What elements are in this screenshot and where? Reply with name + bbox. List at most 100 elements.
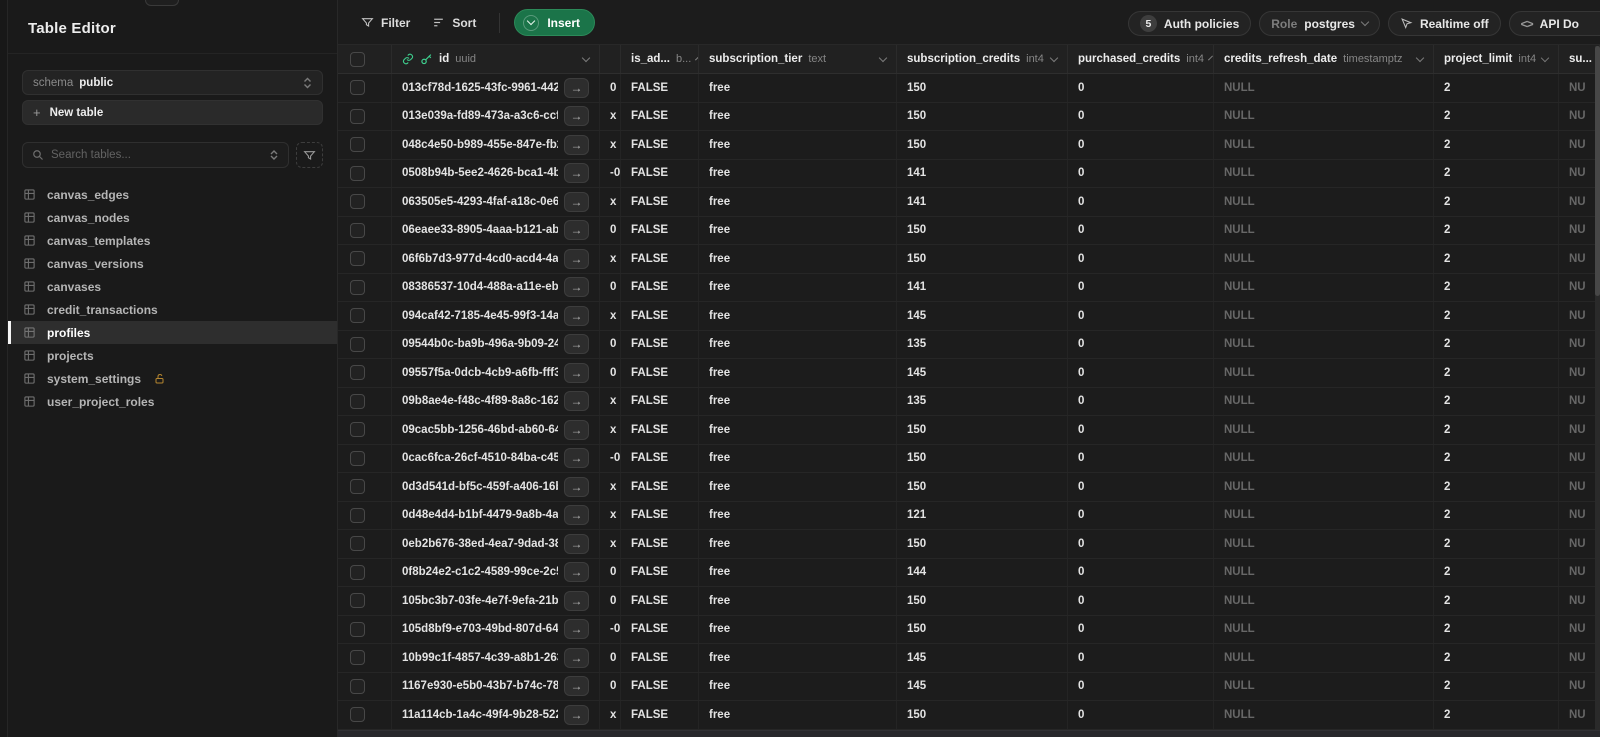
row-checkbox[interactable]: [350, 678, 365, 694]
column-name: project_limit: [1444, 53, 1513, 65]
row-checkbox[interactable]: [350, 165, 365, 181]
insert-button[interactable]: Insert: [514, 9, 596, 36]
expand-row-button[interactable]: →: [564, 305, 589, 326]
column-type: int4: [1026, 53, 1044, 65]
row-checkbox[interactable]: [350, 621, 365, 637]
expand-row-button[interactable]: →: [564, 163, 589, 184]
row-checkbox[interactable]: [350, 194, 365, 210]
row-checkbox[interactable]: [350, 80, 365, 96]
expand-row-button[interactable]: →: [564, 533, 589, 554]
vertical-scrollbar[interactable]: [1595, 46, 1600, 730]
cell-value: 0: [1078, 338, 1085, 351]
expand-row-button[interactable]: →: [564, 476, 589, 497]
new-table-button[interactable]: + New table: [22, 100, 323, 125]
uuid-value: 105bc3b7-03fe-4e7f-9efa-21bb40...: [402, 594, 558, 607]
row-checkbox[interactable]: [350, 450, 365, 466]
row-checkbox[interactable]: [350, 279, 365, 295]
row-checkbox[interactable]: [350, 507, 365, 523]
policy-count-badge: 5: [1139, 15, 1157, 32]
role-select[interactable]: Role postgres: [1259, 11, 1380, 36]
expand-row-button[interactable]: →: [564, 106, 589, 127]
sidebar: Table Editor schema public + New table: [8, 0, 338, 737]
row-checkbox[interactable]: [350, 479, 365, 495]
expand-row-button[interactable]: →: [564, 619, 589, 640]
row-checkbox[interactable]: [350, 336, 365, 352]
cell-value: 150: [907, 708, 927, 721]
row-checkbox[interactable]: [350, 707, 365, 723]
expand-row-button[interactable]: →: [564, 220, 589, 241]
expand-row-button[interactable]: →: [564, 134, 589, 155]
row-checkbox[interactable]: [350, 137, 365, 153]
expand-row-button[interactable]: →: [564, 362, 589, 383]
row-checkbox[interactable]: [350, 365, 365, 381]
row-checkbox[interactable]: [350, 108, 365, 124]
realtime-toggle-button[interactable]: Realtime off: [1387, 11, 1501, 36]
cell-purchased: 0: [1068, 473, 1214, 501]
cell-refresh: NULL: [1214, 216, 1434, 244]
table-row: 105d8bf9-e703-49bd-807d-645e... → -0 FALSE f…: [338, 615, 1600, 644]
expand-row-button[interactable]: →: [564, 419, 589, 440]
page-title: Table Editor: [28, 20, 116, 37]
cell-limit: 2: [1434, 701, 1559, 729]
sidebar-item-canvases[interactable]: canvases: [8, 275, 337, 298]
row-checkbox[interactable]: [350, 251, 365, 267]
expand-row-button[interactable]: →: [564, 248, 589, 269]
scrollbar-thumb[interactable]: [1595, 46, 1600, 296]
row-checkbox[interactable]: [350, 308, 365, 324]
row-checkbox[interactable]: [350, 422, 365, 438]
sidebar-item-profiles[interactable]: profiles: [8, 321, 337, 344]
expand-row-button[interactable]: →: [564, 505, 589, 526]
sidebar-item-projects[interactable]: projects: [8, 344, 337, 367]
row-checkbox[interactable]: [350, 593, 365, 609]
table-name: canvas_edges: [47, 187, 130, 202]
sidebar-item-system_settings[interactable]: system_settings: [8, 367, 337, 390]
expand-row-button[interactable]: →: [564, 562, 589, 583]
schema-select[interactable]: schema public: [22, 70, 323, 95]
expand-row-button[interactable]: →: [564, 334, 589, 355]
cell-value: NU: [1569, 338, 1586, 351]
expand-row-button[interactable]: →: [564, 191, 589, 212]
expand-row-button[interactable]: →: [564, 590, 589, 611]
sidebar-item-canvas_edges[interactable]: canvas_edges: [8, 183, 337, 206]
row-checkbox[interactable]: [350, 222, 365, 238]
expand-row-button[interactable]: →: [564, 277, 589, 298]
sidebar-item-canvas_templates[interactable]: canvas_templates: [8, 229, 337, 252]
select-all-checkbox[interactable]: [350, 51, 365, 67]
row-select-cell: [338, 102, 392, 130]
sidebar-item-user_project_roles[interactable]: user_project_roles: [8, 390, 337, 413]
search-tables-input[interactable]: [51, 149, 262, 161]
row-checkbox[interactable]: [350, 393, 365, 409]
expand-row-button[interactable]: →: [564, 448, 589, 469]
sort-button[interactable]: Sort: [423, 12, 485, 34]
expand-row-button[interactable]: →: [564, 676, 589, 697]
cell-tier: free: [699, 245, 897, 273]
expand-row-button[interactable]: →: [564, 391, 589, 412]
expand-row-button[interactable]: →: [564, 647, 589, 668]
filter-button[interactable]: Filter: [352, 12, 419, 34]
row-select-cell: [338, 444, 392, 472]
cell-value: NU: [1569, 452, 1586, 465]
cell-is_admin: FALSE: [621, 416, 699, 444]
uuid-value: 1167e930-e5b0-43b7-b74c-788c9...: [402, 680, 558, 693]
row-checkbox[interactable]: [350, 650, 365, 666]
search-tables-box[interactable]: [22, 142, 289, 168]
schema-value: public: [79, 76, 114, 89]
cell-value: NULL: [1224, 309, 1255, 322]
left-rail: [0, 0, 8, 737]
sidebar-item-canvas_versions[interactable]: canvas_versions: [8, 252, 337, 275]
cell-refresh: NULL: [1214, 245, 1434, 273]
expand-row-button[interactable]: →: [564, 704, 589, 725]
auth-policies-button[interactable]: 5 Auth policies: [1127, 11, 1252, 36]
cell-tier: free: [699, 330, 897, 358]
sidebar-item-credit_transactions[interactable]: credit_transactions: [8, 298, 337, 321]
sidebar-item-canvas_nodes[interactable]: canvas_nodes: [8, 206, 337, 229]
api-docs-button[interactable]: <> API Do: [1508, 11, 1600, 36]
cell-value: free: [709, 366, 731, 379]
table-row: 11a114cb-1a4c-49f4-9b28-52219ec... → x FALS…: [338, 701, 1600, 730]
row-checkbox[interactable]: [350, 536, 365, 552]
expand-row-button[interactable]: →: [564, 77, 589, 98]
row-checkbox[interactable]: [350, 564, 365, 580]
table-row: 09b8ae4e-f48c-4f89-8a8c-1629b... → x FALSE f…: [338, 387, 1600, 416]
table-filter-button[interactable]: [296, 142, 323, 168]
cell-sub_credits: 145: [897, 359, 1068, 387]
